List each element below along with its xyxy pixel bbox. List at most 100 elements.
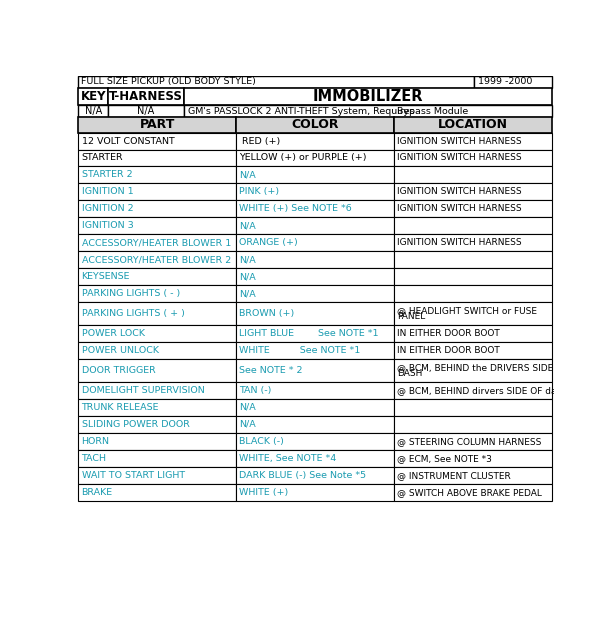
Text: N/A: N/A [137, 106, 154, 116]
Bar [236, 359, 394, 382]
Text: DOOR TRIGGER: DOOR TRIGGER [82, 366, 155, 375]
Bar [79, 217, 236, 234]
Bar [79, 342, 236, 359]
Text: WHITE (+): WHITE (+) [239, 488, 288, 496]
Text: N/A: N/A [239, 221, 256, 230]
Bar [79, 450, 236, 467]
Text: IN EITHER DOOR BOOT: IN EITHER DOOR BOOT [397, 329, 500, 338]
Bar [79, 484, 236, 501]
Text: IN EITHER DOOR BOOT: IN EITHER DOOR BOOT [397, 346, 500, 355]
Bar [236, 450, 394, 467]
Text: KEY: KEY [81, 90, 106, 103]
Text: N/A: N/A [239, 171, 256, 180]
Text: @ SWITCH ABOVE BRAKE PEDAL: @ SWITCH ABOVE BRAKE PEDAL [397, 488, 542, 496]
Text: POWER UNLOCK: POWER UNLOCK [82, 346, 159, 355]
Text: STARTER 2: STARTER 2 [82, 171, 132, 180]
Bar [236, 302, 394, 325]
Text: WHITE          See NOTE *1: WHITE See NOTE *1 [239, 346, 360, 355]
Bar [79, 166, 236, 183]
Bar [394, 217, 552, 234]
Text: N/A: N/A [239, 289, 256, 298]
Bar [236, 325, 394, 342]
Text: WHITE (+) See NOTE *6: WHITE (+) See NOTE *6 [239, 204, 352, 214]
Text: N/A: N/A [239, 403, 256, 412]
Bar [394, 467, 552, 484]
Bar [79, 76, 474, 88]
Bar [394, 416, 552, 433]
Bar [394, 251, 552, 268]
Text: LOCATION: LOCATION [438, 118, 508, 132]
Text: N/A: N/A [239, 272, 256, 281]
Bar [108, 88, 184, 105]
Bar [236, 484, 394, 501]
Text: @ BCM, BEHIND the DRIVERS SIDE of: @ BCM, BEHIND the DRIVERS SIDE of [397, 363, 565, 372]
Bar [394, 200, 552, 217]
Text: HORN: HORN [82, 437, 109, 446]
Text: IGNITION SWITCH HARNESS: IGNITION SWITCH HARNESS [397, 137, 522, 146]
Bar [79, 268, 236, 285]
Bar [236, 117, 394, 132]
Text: FULL SIZE PICKUP (OLD BODY STYLE): FULL SIZE PICKUP (OLD BODY STYLE) [81, 77, 256, 86]
Text: IGNITION 3: IGNITION 3 [82, 221, 133, 230]
Bar [236, 200, 394, 217]
Text: YELLOW (+) or PURPLE (+): YELLOW (+) or PURPLE (+) [239, 154, 367, 163]
Text: ACCESSORY/HEATER BLOWER 2: ACCESSORY/HEATER BLOWER 2 [82, 255, 231, 264]
Bar [236, 183, 394, 200]
Text: 12 VOLT CONSTANT: 12 VOLT CONSTANT [82, 137, 174, 146]
Bar [236, 166, 394, 183]
Text: See NOTE * 2: See NOTE * 2 [239, 366, 303, 375]
Bar [79, 183, 236, 200]
Bar [79, 149, 236, 166]
Text: TAN (-): TAN (-) [239, 386, 272, 395]
Text: PARKING LIGHTS ( - ): PARKING LIGHTS ( - ) [82, 289, 180, 298]
Bar [394, 399, 552, 416]
Bar [79, 105, 108, 117]
Text: @ BCM, BEHIND dirvers SIDE OF dash: @ BCM, BEHIND dirvers SIDE OF dash [397, 386, 567, 395]
Bar [79, 132, 236, 149]
Bar [236, 342, 394, 359]
Text: IGNITION SWITCH HARNESS: IGNITION SWITCH HARNESS [397, 204, 522, 214]
Bar [79, 285, 236, 302]
Bar [394, 117, 552, 132]
Text: N/A: N/A [239, 255, 256, 264]
Text: WAIT TO START LIGHT: WAIT TO START LIGHT [82, 471, 184, 479]
Bar [236, 399, 394, 416]
Bar [394, 285, 552, 302]
Bar [236, 132, 394, 149]
Text: TRUNK RELEASE: TRUNK RELEASE [82, 403, 159, 412]
Text: ORANGE (+): ORANGE (+) [239, 238, 298, 247]
Bar [394, 382, 552, 399]
Text: IGNITION 2: IGNITION 2 [82, 204, 133, 214]
Bar [79, 234, 236, 251]
Text: @ ECM, See NOTE *3: @ ECM, See NOTE *3 [397, 454, 492, 463]
Bar [79, 467, 236, 484]
Bar [79, 200, 236, 217]
Text: TACH: TACH [82, 454, 106, 463]
Text: RED (+): RED (+) [239, 137, 280, 146]
Text: BROWN (+): BROWN (+) [239, 309, 295, 318]
Bar [79, 433, 236, 450]
Text: GM's PASSLOCK 2 ANTI-THEFT System, Requires: GM's PASSLOCK 2 ANTI-THEFT System, Requi… [188, 106, 414, 115]
Bar [79, 88, 108, 105]
Text: @ HEADLIGHT SWITCH or FUSE: @ HEADLIGHT SWITCH or FUSE [397, 306, 538, 315]
Bar [236, 382, 394, 399]
Text: T-HARNESS: T-HARNESS [109, 90, 183, 103]
Text: PARKING LIGHTS ( + ): PARKING LIGHTS ( + ) [82, 309, 184, 318]
Text: DASH: DASH [397, 369, 423, 378]
Bar [394, 302, 552, 325]
Text: WHITE, See NOTE *4: WHITE, See NOTE *4 [239, 454, 336, 463]
Text: Bypass Module: Bypass Module [397, 106, 469, 115]
Text: IGNITION SWITCH HARNESS: IGNITION SWITCH HARNESS [397, 238, 522, 247]
Bar [394, 132, 552, 149]
Text: KEYSENSE: KEYSENSE [82, 272, 130, 281]
Text: POWER LOCK: POWER LOCK [82, 329, 145, 338]
Bar [394, 183, 552, 200]
Bar [236, 467, 394, 484]
Bar [236, 433, 394, 450]
Text: COLOR: COLOR [292, 118, 339, 132]
Bar [394, 325, 552, 342]
Text: IMMOBILIZER: IMMOBILIZER [312, 89, 423, 104]
Bar [79, 117, 236, 132]
Bar [79, 325, 236, 342]
Bar [79, 416, 236, 433]
